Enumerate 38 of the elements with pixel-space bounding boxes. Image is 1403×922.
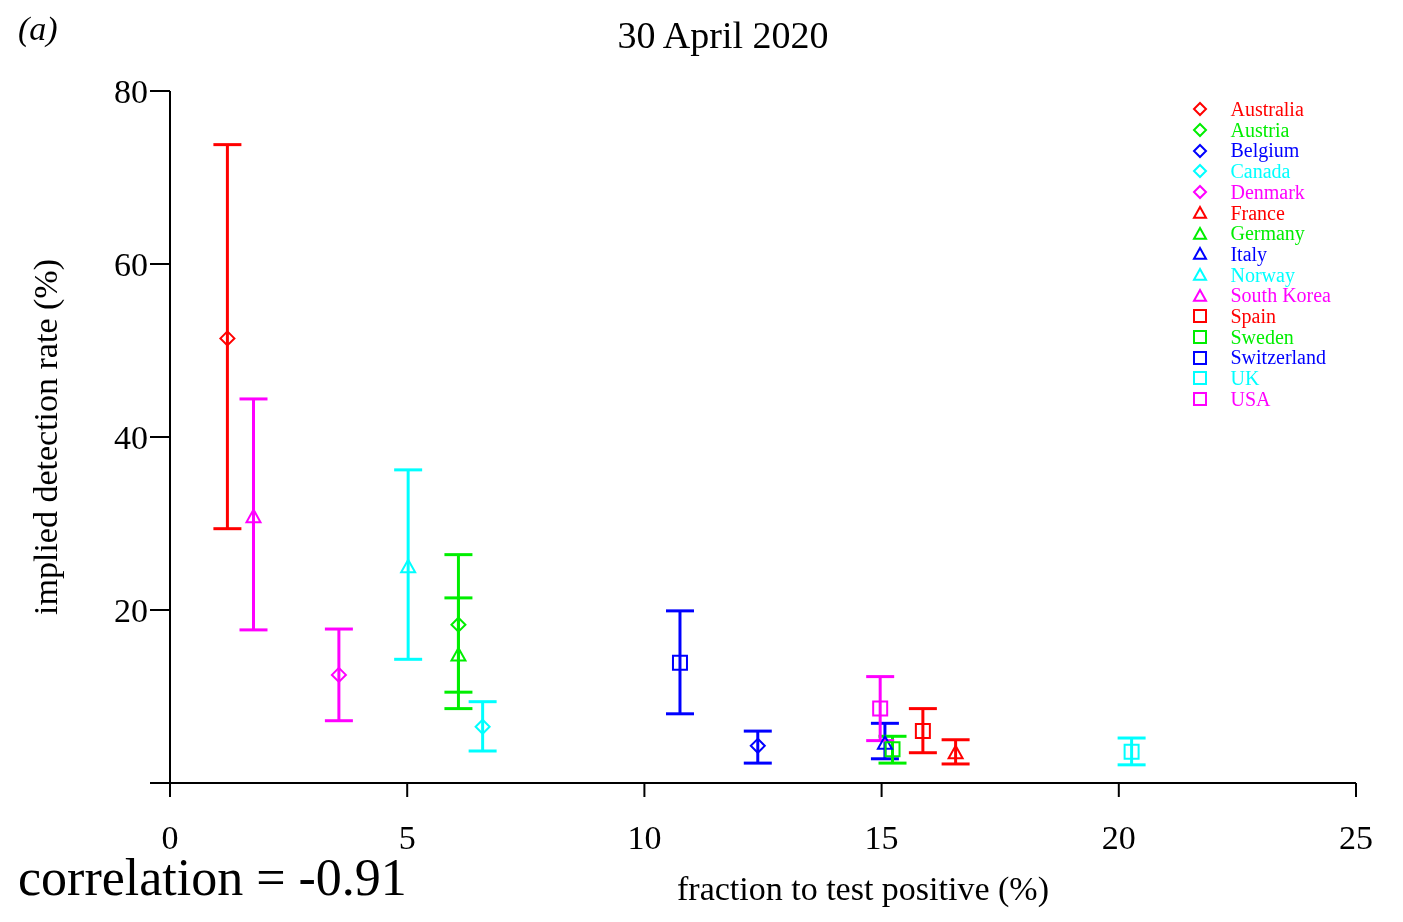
point (450, 646, 467, 662)
y-tick-label: 80 (114, 73, 148, 111)
point (671, 654, 688, 671)
y-tick-label: 40 (114, 419, 148, 457)
point (474, 718, 491, 735)
legend-label: Belgium (1230, 139, 1300, 162)
x-tick-label: 10 (627, 819, 662, 857)
legend-label: Italy (1230, 242, 1268, 265)
point (450, 616, 467, 633)
point (330, 666, 347, 683)
legend-label: Australia (1230, 98, 1304, 120)
legend-label: UK (1230, 367, 1260, 390)
legend-label: USA (1230, 387, 1271, 410)
point (876, 735, 893, 750)
y-tick-label: 60 (114, 246, 148, 284)
point (884, 741, 901, 758)
x-tick-label: 25 (1339, 819, 1373, 857)
x-tick-label: 20 (1101, 819, 1136, 857)
point (872, 700, 889, 717)
legend-label: Spain (1230, 305, 1277, 328)
y-tick-label: 20 (114, 592, 148, 630)
legend-label: Germany (1230, 222, 1305, 245)
point (947, 744, 964, 760)
point (219, 330, 236, 347)
chart-title: 30 April 2020 (616, 13, 830, 57)
y-axis-title: implied detection rate (%) (27, 259, 65, 615)
x-axis-title: fraction to test positive (%) (676, 870, 1050, 908)
legend-label: Austria (1230, 118, 1290, 141)
point (1123, 743, 1140, 760)
x-tick-label: 15 (864, 819, 899, 857)
legend-label: France (1230, 201, 1285, 224)
text: (a) (18, 10, 58, 48)
legend-label: Denmark (1230, 180, 1305, 203)
legend-label: Switzerland (1230, 346, 1326, 369)
point (749, 737, 766, 754)
point (245, 508, 262, 524)
point (400, 558, 417, 574)
point (914, 723, 931, 740)
